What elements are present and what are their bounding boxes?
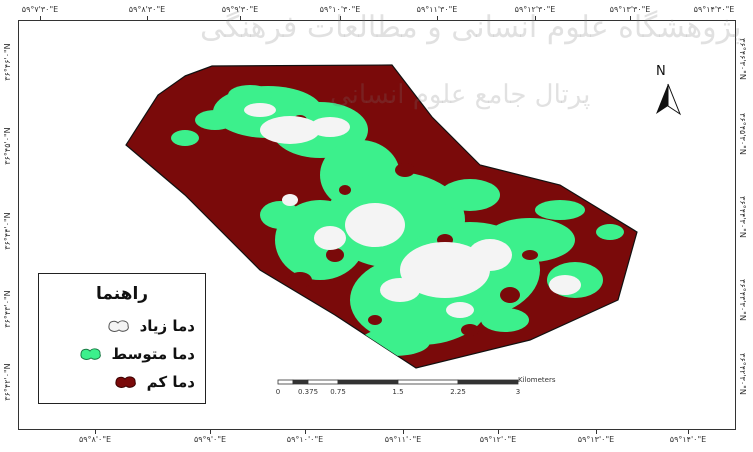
coord-bottom-7: ۵۹°۱۴'۰"E <box>669 435 707 444</box>
temperature-zones <box>171 85 624 356</box>
scale-label: 2.25 <box>450 388 466 396</box>
coord-top-3: ۵۹°۹'۳۰"E <box>221 5 259 14</box>
scale-label: 0 <box>275 388 281 396</box>
white-blob-icon <box>108 320 129 332</box>
scale-label: 1.5 <box>392 388 404 396</box>
scale-unit: Kilometers <box>518 376 556 384</box>
legend-item-medium-temp: دما متوسط <box>78 345 195 363</box>
green-blob-icon <box>80 348 101 360</box>
coord-top-8: ۵۹°۱۴'۳۰"E <box>693 5 735 14</box>
coord-bottom-1: ۵۹°۸'۰"E <box>78 435 112 444</box>
north-arrow-icon <box>656 83 682 116</box>
coord-top-2: ۵۹°۸'۳۰"E <box>128 5 166 14</box>
scale-label: 3 <box>515 388 521 396</box>
legend-label: دما متوسط <box>111 345 195 363</box>
legend-label: دما زیاد <box>139 317 195 335</box>
legend-label: دما کم <box>146 373 195 391</box>
north-label: N <box>656 64 666 79</box>
coord-bottom-2: ۵۹°۹'۰"E <box>193 435 227 444</box>
coord-top-7: ۵۹°۱۳'۳۰"E <box>609 5 651 14</box>
darkred-blob-icon <box>115 376 136 388</box>
legend-title: راهنما <box>95 284 149 304</box>
scale-label: 0.75 <box>330 388 346 396</box>
scale-bar <box>277 379 519 385</box>
coord-bottom-6: ۵۹°۱۳'۰"E <box>577 435 615 444</box>
legend-box: راهنما دما زیاد دما متوسط دما کم <box>38 273 206 404</box>
coord-bottom-5: ۵۹°۱۲'۰"E <box>479 435 517 444</box>
coord-top-1: ۵۹°۷'۳۰"E <box>21 5 59 14</box>
scale-label: 0.375 <box>297 388 319 396</box>
coord-top-4: ۵۹°۱۰'۳۰"E <box>319 5 361 14</box>
legend-item-high-temp: دما زیاد <box>106 317 195 335</box>
high-temp-zones <box>244 103 581 318</box>
legend-item-low-temp: دما کم <box>113 373 195 391</box>
coord-bottom-4: ۵۹°۱۱'۰"E <box>384 435 422 444</box>
coord-bottom-3: ۵۹°۱۰'۰"E <box>286 435 324 444</box>
coord-top-6: ۵۹°۱۲'۳۰"E <box>514 5 556 14</box>
coord-top-5: ۵۹°۱۱'۳۰"E <box>416 5 458 14</box>
